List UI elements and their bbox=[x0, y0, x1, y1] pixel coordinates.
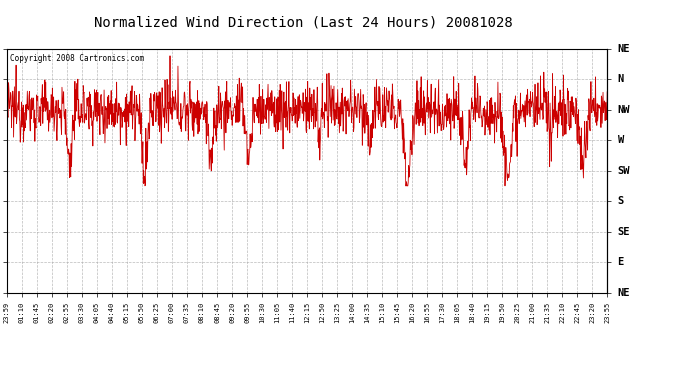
Text: Copyright 2008 Cartronics.com: Copyright 2008 Cartronics.com bbox=[10, 54, 144, 63]
Text: NW: NW bbox=[618, 105, 630, 115]
Text: W: W bbox=[618, 135, 624, 145]
Text: N: N bbox=[618, 74, 624, 84]
Text: E: E bbox=[618, 257, 624, 267]
Text: S: S bbox=[618, 196, 624, 206]
Text: SE: SE bbox=[618, 226, 630, 237]
Text: Normalized Wind Direction (Last 24 Hours) 20081028: Normalized Wind Direction (Last 24 Hours… bbox=[95, 15, 513, 29]
Text: NE: NE bbox=[618, 44, 630, 54]
Text: SW: SW bbox=[618, 166, 630, 176]
Text: NE: NE bbox=[618, 288, 630, 297]
